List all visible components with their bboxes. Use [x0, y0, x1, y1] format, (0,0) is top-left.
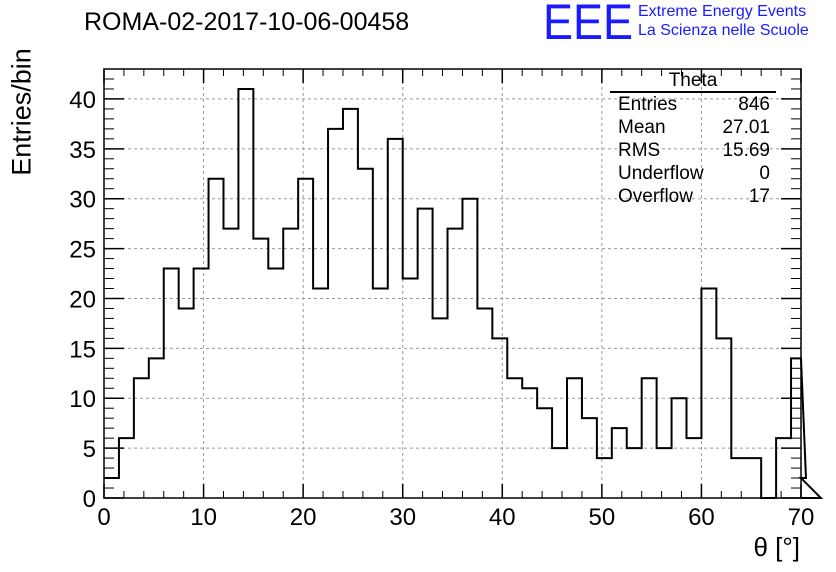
histogram-bin: [522, 388, 537, 498]
histogram-bin: [791, 358, 801, 498]
stats-value: 846: [738, 94, 770, 115]
y-tick-label: 20: [69, 286, 96, 313]
stats-value: 17: [748, 186, 770, 207]
y-tick-label: 30: [69, 187, 96, 214]
histogram-bin: [462, 199, 477, 498]
histogram-bin: [268, 269, 283, 498]
histogram-bin: [418, 209, 433, 498]
stats-label: Underflow: [618, 163, 704, 184]
histogram-bin: [657, 448, 672, 498]
x-tick-label: 20: [290, 504, 317, 531]
x-tick-label: 0: [97, 504, 110, 531]
x-tick-label: 70: [788, 504, 815, 531]
histogram-bin: [552, 448, 567, 498]
histogram-bin: [373, 288, 388, 498]
axis-ticks: 0 10 20 30 40 50 60 70 0 5 10 15 20 25 30 35 40: [69, 68, 815, 531]
y-tick-label: 40: [69, 87, 96, 114]
x-tick-label: 50: [589, 504, 616, 531]
project-line-1: Extreme Energy Events: [638, 3, 807, 20]
histogram-bin: [642, 378, 657, 498]
histogram-bin: [238, 89, 253, 498]
stats-row-rms: RMS 15.69: [610, 139, 776, 162]
run-title: ROMA-02-2017-10-06-00458: [84, 8, 410, 36]
stats-value: 0: [759, 163, 770, 184]
histogram-bin: [507, 378, 522, 498]
stats-row-overflow: Overflow 17: [610, 185, 776, 208]
histogram-bin: [612, 428, 627, 498]
stats-value: 15.69: [722, 140, 770, 161]
histogram-bin: [164, 269, 179, 498]
histogram-bin: [731, 458, 746, 498]
stats-row-mean: Mean 27.01: [610, 116, 776, 139]
histogram-bin: [253, 239, 268, 498]
stats-label: Mean: [618, 117, 666, 138]
x-tick-label: 10: [190, 504, 217, 531]
grid-lines: [104, 69, 801, 498]
histogram-bin: [388, 139, 403, 498]
project-line-2: La Scienza nelle Scuole: [638, 22, 809, 39]
histogram-bin: [358, 169, 373, 498]
histogram-bin: [477, 308, 492, 498]
histogram-bin: [672, 398, 687, 498]
histogram-bin: [746, 458, 761, 498]
histogram-bin: [328, 129, 343, 498]
histogram-bin: [627, 448, 642, 498]
histogram-series-line: [104, 87, 824, 499]
histogram-bin: [567, 378, 582, 498]
plot-frame: [103, 68, 802, 499]
histogram-bin: [179, 308, 194, 498]
histogram-bin: [716, 338, 731, 498]
histogram-bin: [701, 288, 716, 498]
y-tick-label: 15: [69, 336, 96, 363]
histogram-bin: [776, 438, 791, 498]
histogram-bin: [283, 229, 298, 498]
x-axis-label: θ [°]: [753, 532, 800, 562]
histogram-bin: [403, 279, 418, 498]
histogram-bin: [492, 338, 507, 498]
stats-box: Theta Entries 846 Mean 27.01 RMS 15.69 U…: [610, 71, 776, 208]
stats-title: Theta: [610, 71, 776, 93]
y-tick-label: 35: [69, 137, 96, 164]
histogram-bin: [313, 288, 328, 498]
histogram-bin: [134, 378, 149, 498]
histogram-bin: [433, 318, 448, 498]
y-tick-label: 5: [83, 436, 96, 463]
stats-row-entries: Entries 846: [610, 93, 776, 116]
histogram-bin: [298, 179, 313, 498]
stats-label: Overflow: [618, 186, 693, 207]
x-tick-label: 60: [688, 504, 715, 531]
histogram-bin: [343, 109, 358, 498]
histogram-bin: [194, 269, 209, 498]
histogram-bin: [537, 408, 552, 498]
project-name: Extreme Energy Events La Scienza nelle S…: [638, 2, 809, 40]
histogram-bin: [448, 229, 463, 498]
stats-label: Entries: [618, 94, 678, 115]
histogram-bin: [104, 478, 119, 498]
y-tick-label: 10: [69, 386, 96, 413]
y-tick-label: 25: [69, 237, 96, 264]
histogram-bin: [582, 418, 597, 498]
histogram-bin: [119, 438, 134, 498]
y-tick-label: 0: [83, 486, 96, 513]
x-tick-label: 30: [389, 504, 416, 531]
x-tick-label: 40: [489, 504, 516, 531]
stats-label: RMS: [618, 140, 661, 161]
eee-logo: EEE: [543, 0, 633, 44]
svg-text:EEE: EEE: [543, 0, 633, 44]
y-axis-label: Entries/bin: [6, 48, 37, 176]
stats-row-underflow: Underflow 0: [610, 162, 776, 185]
histogram-bin: [149, 358, 164, 498]
stats-value: 27.01: [722, 117, 770, 138]
histogram-bin: [209, 179, 224, 498]
histogram-bin: [686, 438, 701, 498]
histogram-bin: [597, 458, 612, 498]
histogram-bin: [223, 229, 238, 498]
